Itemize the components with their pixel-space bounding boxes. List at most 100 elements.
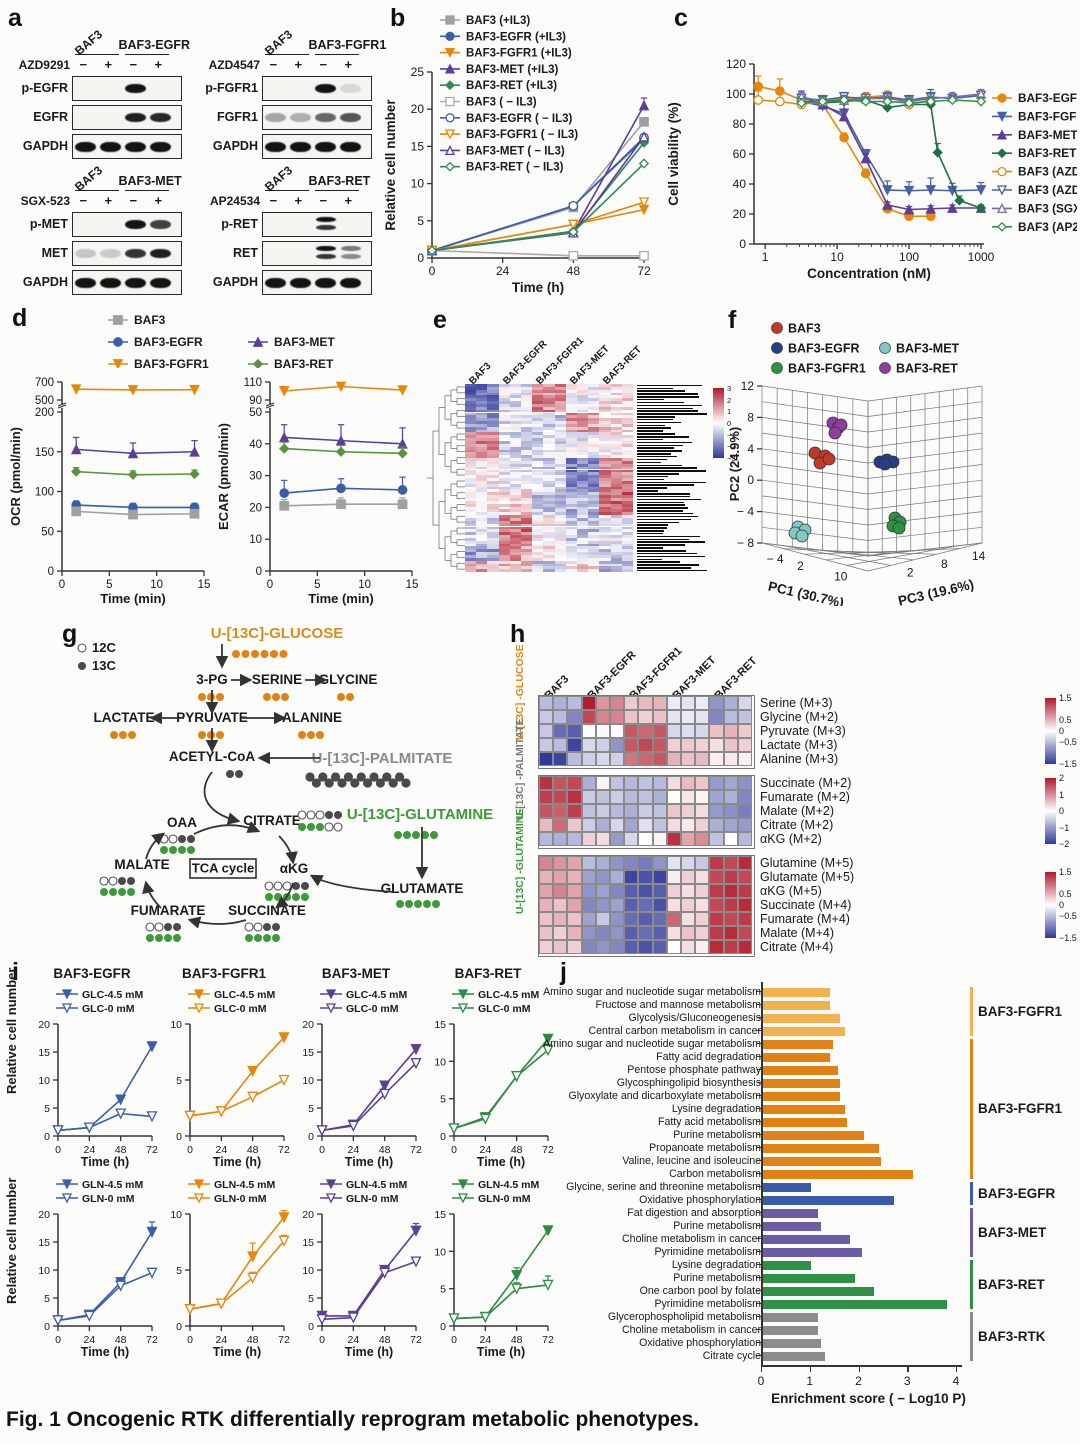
heatmap-cell [581,884,596,898]
marker-triangle-up [882,199,893,210]
heatmap-cell [521,560,533,564]
line [867,542,983,557]
heatmap-cell [577,569,589,573]
heatmap-cell [498,555,510,558]
marker-triangle-down [247,1065,259,1077]
heatmap-cell [565,403,577,407]
heatmap-cell [543,560,555,564]
marker-square [397,499,408,510]
heatmap-cell [588,509,600,513]
x-tick-label: 0 [55,1144,61,1156]
heatmap-cell [476,543,488,547]
heatmap-cell [695,832,710,846]
metabolite-row-label: Serine (M+3) [760,696,833,710]
marker-triangle-down [397,385,408,396]
bar [762,1091,840,1101]
heatmap-cell [487,409,499,413]
bar-label: Central carbon metabolism in cancer [588,1024,761,1037]
y-tick-label: 0 [256,566,262,578]
heatmap-cell [465,472,477,476]
heatmap-cell [681,856,696,870]
legend-label: GLC-4.5 mM [214,989,276,1001]
heatmap-cell [543,483,555,487]
marker-triangle-down [193,1179,205,1190]
heatmap-cell [565,389,577,393]
bar-label: Purine metabolism [673,1219,761,1232]
heatmap-cell [577,401,589,404]
colorbar-tick: −1.5 [1059,759,1077,769]
heatmap-cell [737,940,752,954]
heatmap-cell [509,443,521,447]
heatmap-cell [610,443,622,447]
bar [762,1000,831,1010]
legend-dot [879,362,891,374]
heatmap-cell [498,503,510,507]
heatmap-cell [465,557,477,561]
marker-circle [568,201,579,211]
pca-point-BAF3-MET [795,529,809,543]
heatmap-cell [565,392,577,396]
heatmap-cell [498,386,510,390]
carbon-dot-13C [118,888,126,896]
marker-diamond [335,446,347,457]
blot-box [262,241,372,266]
panel-h-label: h [510,620,526,648]
heatmap-cell [554,384,566,387]
heatmap-cell [521,452,533,456]
heatmap-cell [553,884,568,898]
colorbar-tick: −1 [1059,822,1070,833]
lane-sign: − [129,57,138,72]
marker-triangle-up [947,202,958,213]
x-tick-label: 48 [511,1144,523,1156]
heatmap-cell [681,926,696,940]
cell-line-label: BAF3-MET [118,174,182,188]
bar [762,1247,862,1257]
heatmap-cell [487,537,499,541]
line [867,432,983,448]
carbon-dot-13C [395,772,405,782]
heatmap-cell [599,438,611,441]
series-line [321,1062,417,1132]
row-labels-illegible [637,532,663,535]
heatmap-cell [666,696,681,710]
heatmap-cell [624,818,639,832]
carbon-dot-12C [253,922,263,932]
heatmap-cell [554,560,566,564]
heatmap-cell [565,529,577,533]
heatmap-cell [577,412,589,416]
legend-label: BAF3-EGFR ( − IL3) [466,113,573,125]
row-labels-illegible [637,518,692,521]
legend-label: BAF3 [788,322,821,336]
heatmap-cell [565,460,577,464]
heatmap-cell [476,389,488,393]
heatmap-cell [509,535,521,538]
pc2-tick: − 4 [737,505,754,519]
heatmap-cell [521,532,533,536]
pc1-tick: 2 [797,559,804,573]
heatmap-cell [487,563,499,567]
marker-triangle-down [112,359,124,368]
heatmap-cell [599,509,611,513]
heatmap-cell [610,898,625,912]
heatmap-cell [588,552,600,555]
heatmap-cell [666,898,681,912]
pc3-axis-label: PC3 (19.6%) [897,577,976,606]
heatmap-cell [610,438,622,441]
row-labels-illegible [637,404,702,407]
panel-f-pca-3d: f 12 8 4 0− 4− 8 PC2 (24.9%) − 4 2 10 PC1 (30.7%… [725,306,1077,611]
heatmap-cell [532,429,544,433]
heatmap-cell [543,475,555,479]
protein-band [315,84,336,93]
line [846,548,960,554]
line [57,402,67,407]
heatmap-cell [521,503,533,507]
heatmap-cell [577,557,589,561]
heatmap-cell [498,466,510,470]
heatmap-cell [543,515,555,518]
pc1-tick: − 4 [767,552,784,566]
heatmap-cell [521,423,533,427]
heatmap-cell [577,489,589,493]
heatmap-cell [465,495,477,498]
heatmap-cell [554,446,566,450]
